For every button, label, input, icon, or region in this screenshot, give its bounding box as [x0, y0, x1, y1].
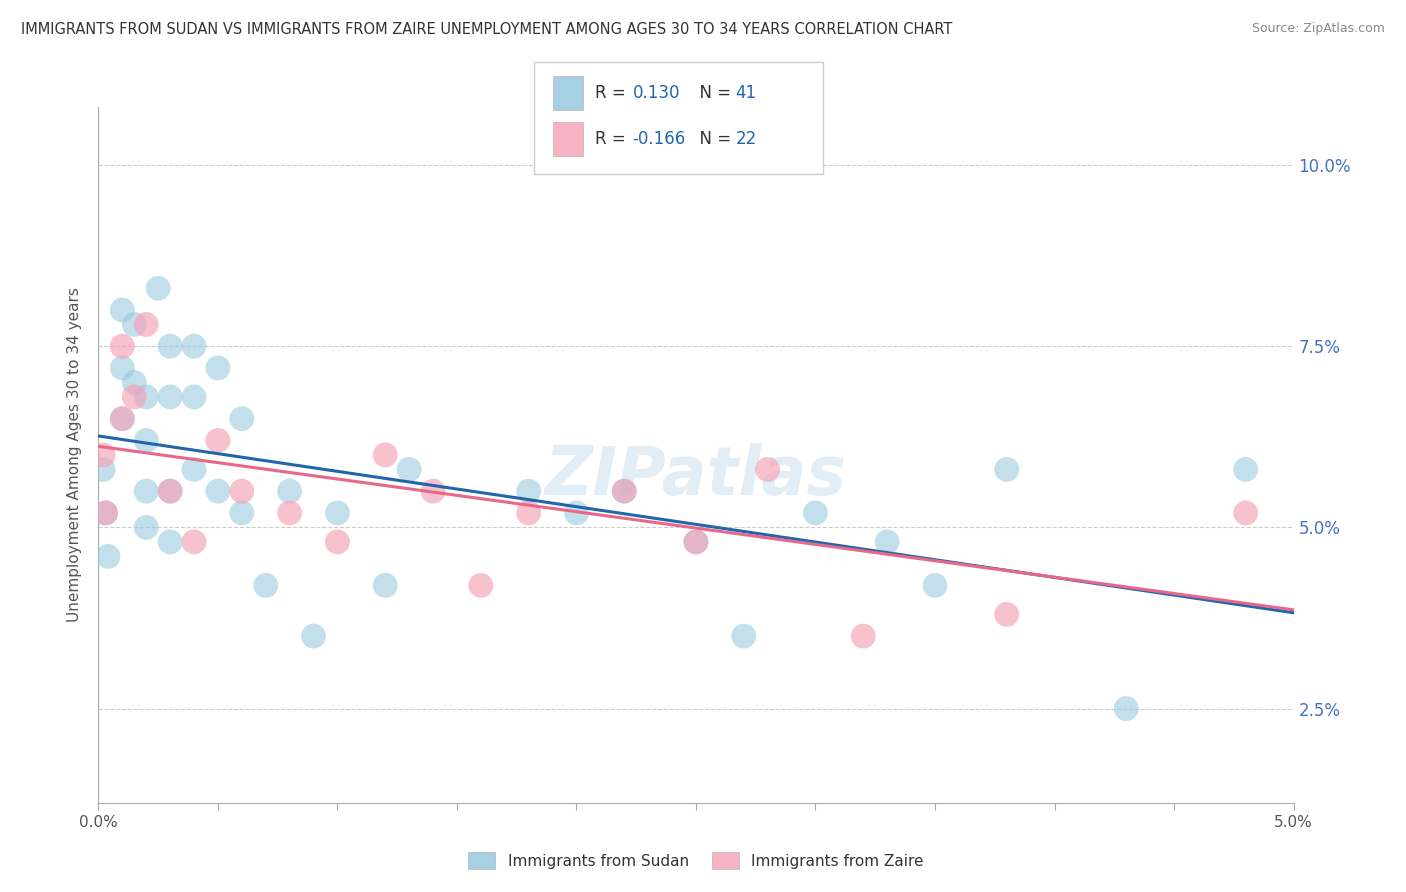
- Text: N =: N =: [689, 130, 737, 148]
- Point: [135, 484, 157, 499]
- Point: [374, 448, 396, 462]
- Point: [470, 578, 492, 592]
- Point: [995, 607, 1018, 622]
- Point: [111, 361, 134, 376]
- Text: 22: 22: [735, 130, 756, 148]
- Point: [733, 629, 755, 643]
- Point: [517, 484, 540, 499]
- Point: [1115, 701, 1137, 715]
- Point: [565, 506, 588, 520]
- Text: 41: 41: [735, 84, 756, 102]
- Point: [91, 462, 114, 476]
- Point: [148, 281, 170, 295]
- Point: [207, 434, 229, 448]
- Point: [422, 484, 444, 499]
- Point: [1234, 506, 1257, 520]
- Point: [135, 434, 157, 448]
- Point: [995, 462, 1018, 476]
- Point: [852, 629, 875, 643]
- Point: [876, 535, 898, 549]
- Point: [159, 339, 181, 353]
- Point: [135, 520, 157, 534]
- Point: [326, 506, 349, 520]
- Point: [97, 549, 120, 564]
- Point: [135, 390, 157, 404]
- Point: [111, 303, 134, 318]
- Point: [183, 339, 205, 353]
- Point: [398, 462, 420, 476]
- Point: [254, 578, 277, 592]
- Point: [94, 506, 117, 520]
- Point: [231, 411, 253, 425]
- Point: [111, 411, 134, 425]
- Text: N =: N =: [689, 84, 737, 102]
- Point: [278, 484, 301, 499]
- Text: 0.130: 0.130: [633, 84, 681, 102]
- Point: [517, 506, 540, 520]
- Point: [278, 506, 301, 520]
- Text: -0.166: -0.166: [633, 130, 686, 148]
- Point: [1234, 462, 1257, 476]
- Point: [374, 578, 396, 592]
- Point: [159, 535, 181, 549]
- Point: [183, 535, 205, 549]
- Text: R =: R =: [595, 84, 631, 102]
- Point: [231, 484, 253, 499]
- Point: [756, 462, 779, 476]
- Point: [207, 361, 229, 376]
- Point: [159, 484, 181, 499]
- Point: [613, 484, 636, 499]
- Point: [124, 390, 146, 404]
- Text: Source: ZipAtlas.com: Source: ZipAtlas.com: [1251, 22, 1385, 36]
- Point: [94, 506, 117, 520]
- Legend: Immigrants from Sudan, Immigrants from Zaire: Immigrants from Sudan, Immigrants from Z…: [461, 847, 931, 875]
- Point: [183, 390, 205, 404]
- Point: [124, 376, 146, 390]
- Point: [183, 462, 205, 476]
- Point: [207, 484, 229, 499]
- Point: [924, 578, 946, 592]
- Point: [124, 318, 146, 332]
- Point: [231, 506, 253, 520]
- Y-axis label: Unemployment Among Ages 30 to 34 years: Unemployment Among Ages 30 to 34 years: [67, 287, 83, 623]
- Point: [135, 318, 157, 332]
- Point: [326, 535, 349, 549]
- Text: R =: R =: [595, 130, 631, 148]
- Point: [685, 535, 707, 549]
- Text: IMMIGRANTS FROM SUDAN VS IMMIGRANTS FROM ZAIRE UNEMPLOYMENT AMONG AGES 30 TO 34 : IMMIGRANTS FROM SUDAN VS IMMIGRANTS FROM…: [21, 22, 952, 37]
- Point: [159, 484, 181, 499]
- Point: [159, 390, 181, 404]
- Text: ZIPatlas: ZIPatlas: [546, 442, 846, 508]
- Point: [111, 411, 134, 425]
- Point: [91, 448, 114, 462]
- Point: [613, 484, 636, 499]
- Point: [302, 629, 325, 643]
- Point: [685, 535, 707, 549]
- Point: [111, 339, 134, 353]
- Point: [804, 506, 827, 520]
